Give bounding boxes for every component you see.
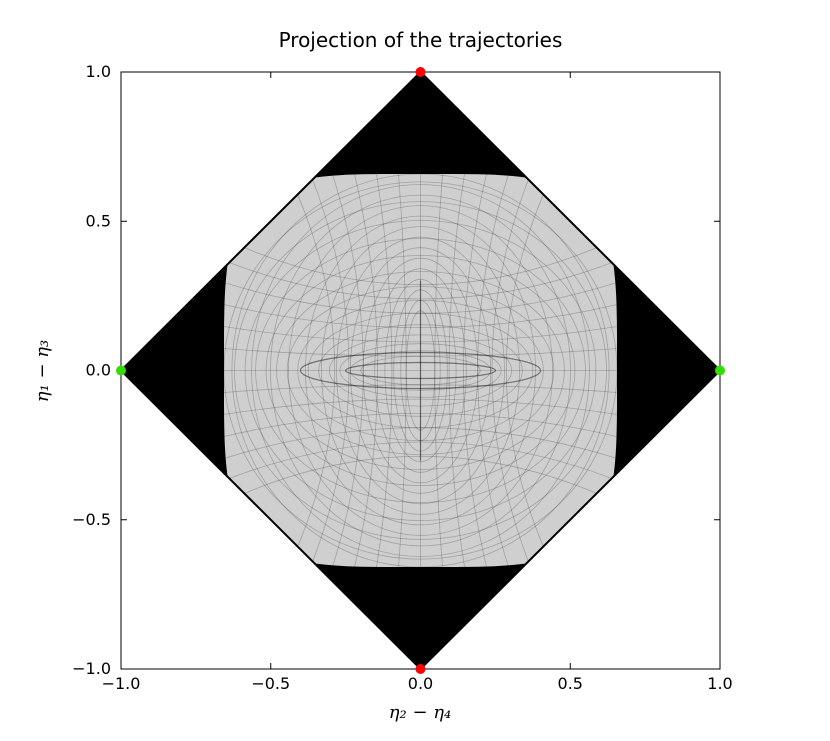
central-cross	[299, 280, 542, 461]
y-axis-label: η₁ − η₃	[32, 340, 53, 403]
data-point	[415, 67, 426, 77]
data-point	[415, 664, 426, 674]
x-tick-label: −1.0	[102, 674, 141, 693]
markers	[116, 67, 725, 674]
x-tick-label: 0.0	[408, 674, 433, 693]
x-tick-label: 0.5	[558, 674, 583, 693]
x-tick-label: 1.0	[707, 674, 732, 693]
inner-region	[224, 174, 617, 567]
y-axis-ticks: 1.0 0.5 0.0 −0.5 −1.0	[72, 62, 720, 678]
y-tick-label: 1.0	[86, 62, 111, 81]
y-tick-label: 0.5	[86, 211, 111, 230]
y-tick-label: −0.5	[72, 510, 111, 529]
x-tick-label: −0.5	[251, 674, 290, 693]
data-point	[116, 365, 126, 376]
y-tick-label: −1.0	[72, 659, 111, 678]
chart-title: Projection of the trajectories	[278, 28, 563, 52]
x-axis-ticks: −1.0 −0.5 0.0 0.5 1.0	[102, 72, 733, 693]
data-point	[715, 365, 725, 376]
y-tick-label: 0.0	[86, 361, 111, 380]
trajectory-lines	[223, 173, 618, 568]
x-axis-label: η₂ − η₄	[389, 702, 452, 723]
trajectory-density	[121, 72, 720, 669]
plot-area	[121, 72, 720, 669]
